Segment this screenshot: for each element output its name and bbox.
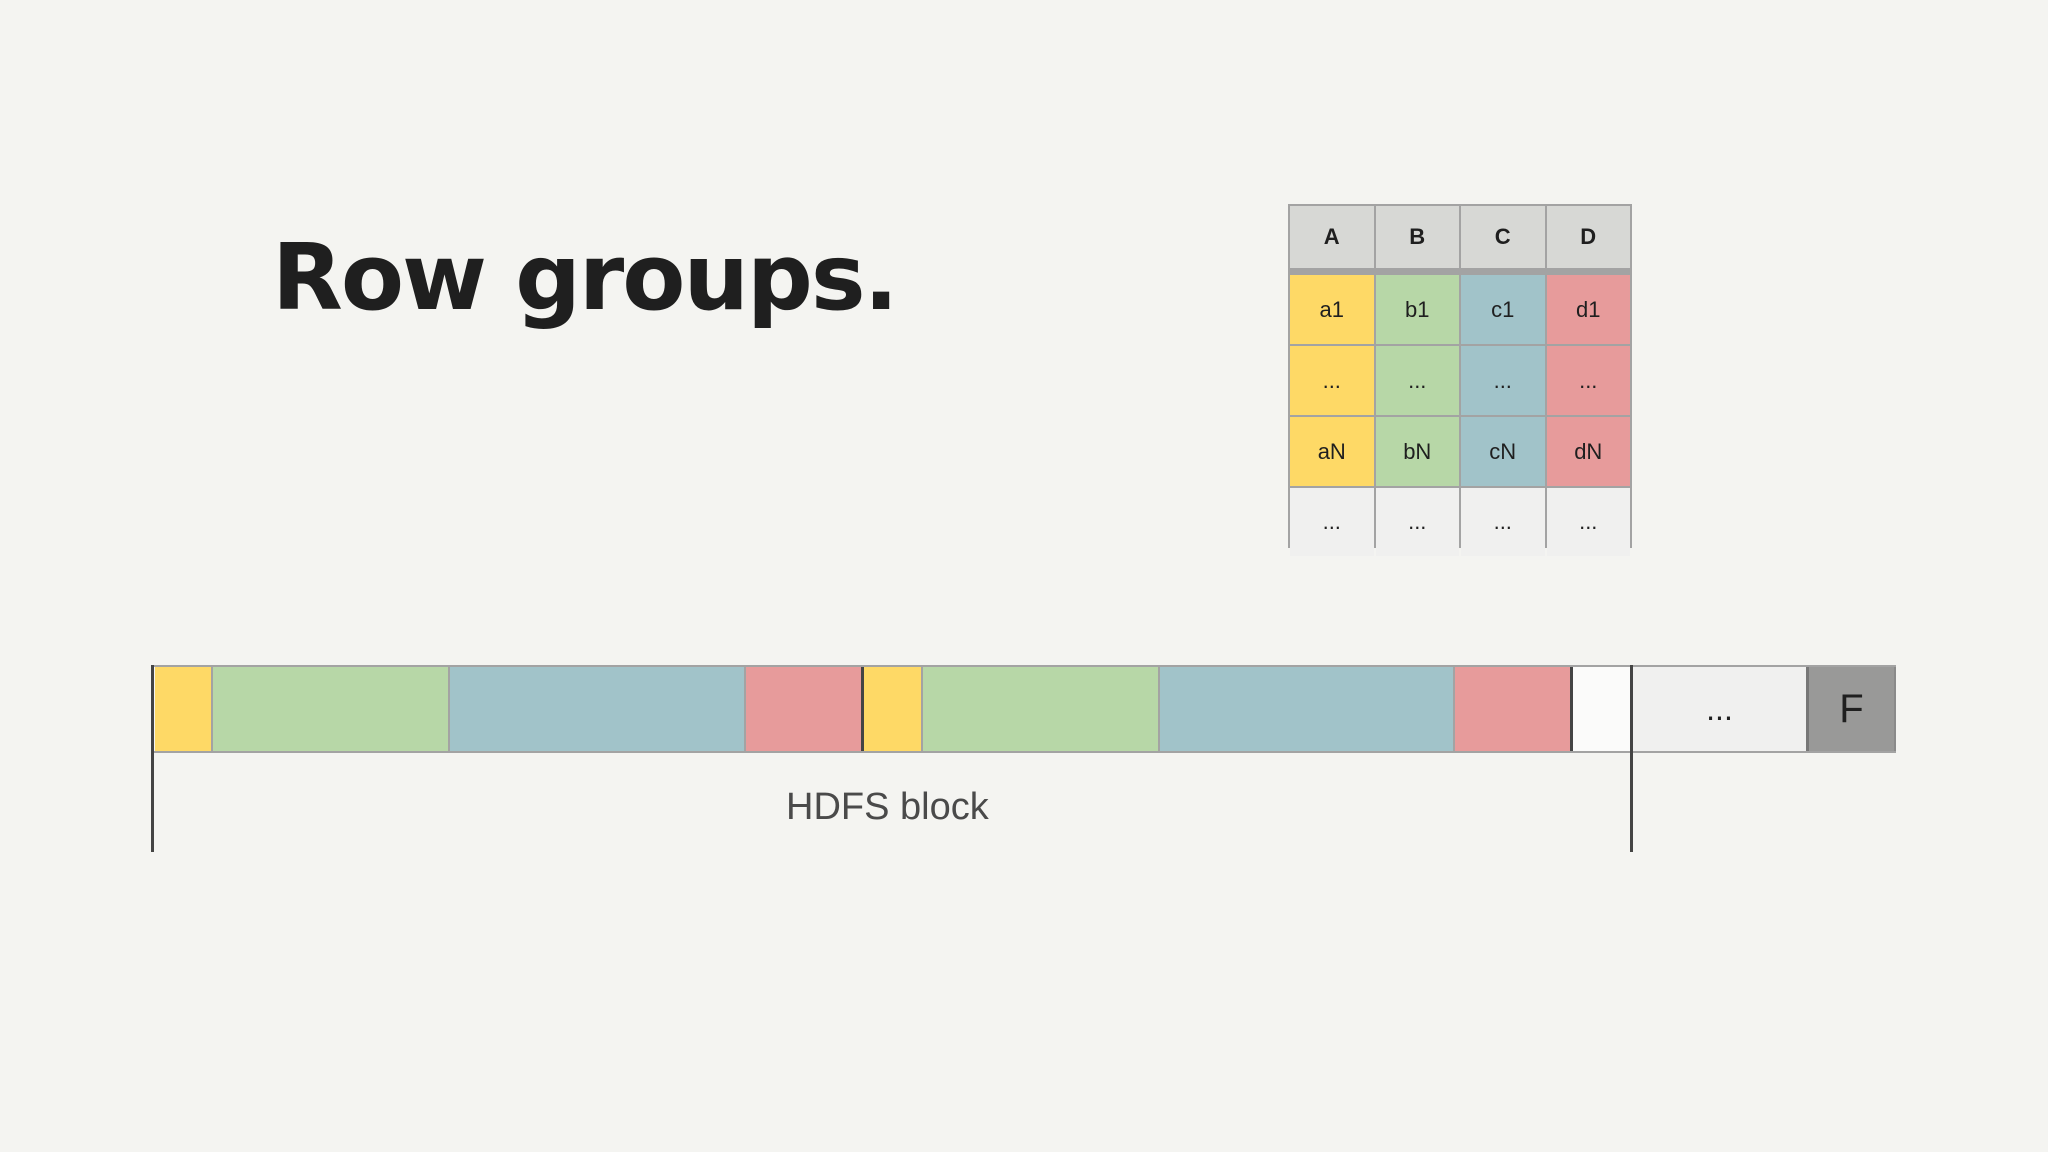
hdfs-block-left-boundary	[151, 665, 154, 852]
rowgroup2-column-c-chunk	[1160, 667, 1455, 751]
header-b: B	[1375, 206, 1459, 273]
rowgroup1-column-d-chunk	[746, 667, 864, 751]
cell-b1: b1	[1375, 275, 1459, 344]
rowgroup1-column-b-chunk	[213, 667, 450, 751]
cell-bN: bN	[1375, 417, 1459, 486]
slide-title: Row groups.	[272, 224, 899, 331]
header-d: D	[1546, 206, 1630, 273]
rowgroup2-column-d-chunk	[1455, 667, 1573, 751]
cell-dN: dN	[1546, 417, 1630, 486]
cell-b-ellipsis: ...	[1375, 346, 1459, 415]
file-layout-strip: ... F	[152, 665, 1896, 753]
rowgroup1-column-c-chunk	[450, 667, 746, 751]
cell-cN: cN	[1461, 417, 1545, 486]
file-footer: F	[1809, 667, 1896, 751]
cell-more-c: ...	[1461, 488, 1545, 556]
cell-more-b: ...	[1375, 488, 1459, 556]
cell-d-ellipsis: ...	[1546, 346, 1630, 415]
cell-d1: d1	[1546, 275, 1630, 344]
hdfs-block-right-boundary	[1630, 665, 1633, 852]
cell-c1: c1	[1461, 275, 1545, 344]
cell-c-ellipsis: ...	[1461, 346, 1545, 415]
cell-more-a: ...	[1290, 488, 1374, 556]
rowgroup2-column-a-chunk	[864, 667, 923, 751]
more-rowgroups: ...	[1633, 667, 1809, 751]
rowgroup2-column-b-chunk	[923, 667, 1160, 751]
sample-table: A B C D a1 b1 c1 d1 ... ... ... ... aN b…	[1288, 204, 1632, 556]
cell-aN: aN	[1290, 417, 1374, 486]
cell-a1: a1	[1290, 275, 1374, 344]
hdfs-block-label: HDFS block	[786, 786, 989, 828]
header-a: A	[1290, 206, 1374, 273]
block-padding	[1573, 667, 1633, 751]
header-c: C	[1461, 206, 1545, 273]
rowgroup1-column-a-chunk	[155, 667, 213, 751]
cell-a-ellipsis: ...	[1290, 346, 1374, 415]
cell-more-d: ...	[1546, 488, 1630, 556]
